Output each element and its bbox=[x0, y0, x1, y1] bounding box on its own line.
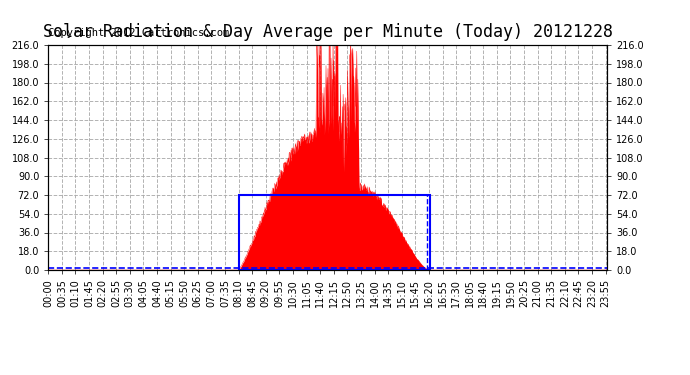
Title: Solar Radiation & Day Average per Minute (Today) 20121228: Solar Radiation & Day Average per Minute… bbox=[43, 22, 613, 40]
Text: Copyright 2012 Cartronics.com: Copyright 2012 Cartronics.com bbox=[48, 27, 230, 38]
Bar bbox=[239, 195, 430, 270]
